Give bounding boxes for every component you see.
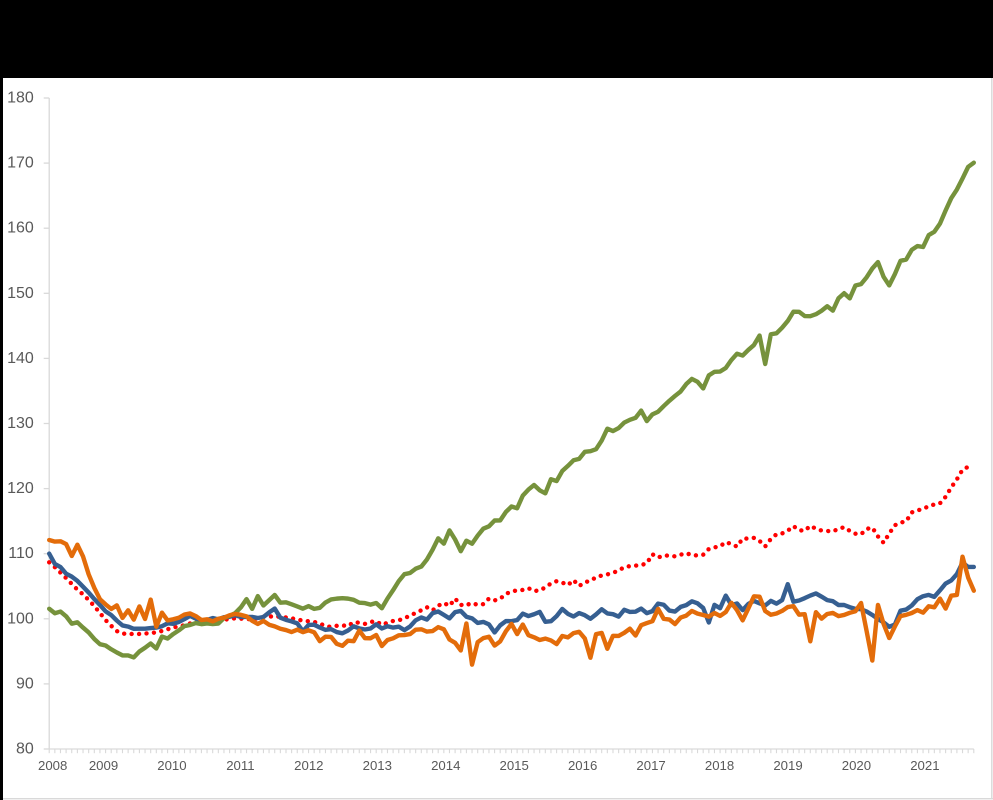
y-tick-label: 90 xyxy=(16,675,34,692)
x-tick-label: 2009 xyxy=(89,758,118,773)
series-lines xyxy=(47,160,976,667)
chart-frame-border xyxy=(3,78,993,800)
series-green-solid xyxy=(47,160,976,660)
y-tick-label: 150 xyxy=(7,285,34,302)
top-black-band xyxy=(0,0,993,78)
x-tick-label: 2014 xyxy=(431,758,460,773)
x-tick-label: 2019 xyxy=(773,758,802,773)
x-tick-label: 2020 xyxy=(842,758,871,773)
x-tick-label: 2017 xyxy=(636,758,665,773)
x-tick-label: 2008 xyxy=(38,758,67,773)
y-tick-label: 120 xyxy=(7,480,34,497)
x-tick-label: 2016 xyxy=(568,758,597,773)
x-tick-label: 2012 xyxy=(294,758,323,773)
x-tick-label: 2015 xyxy=(500,758,529,773)
x-tick-label: 2021 xyxy=(910,758,939,773)
y-tick-label: 110 xyxy=(8,545,34,562)
left-black-strip xyxy=(0,0,3,799)
line-chart: 80 90 100 110 120 130 140 150 160 170 180 2008 2009 2… xyxy=(3,78,993,800)
y-tick-label: 80 xyxy=(16,741,34,758)
series-blue-solid xyxy=(47,551,976,636)
y-tick-label: 170 xyxy=(7,155,34,172)
y-tick-label: 180 xyxy=(7,90,34,107)
y-tick-label: 160 xyxy=(7,220,34,237)
series-orange-solid xyxy=(47,537,976,667)
y-tick-label: 130 xyxy=(7,415,34,432)
axes xyxy=(43,97,975,754)
x-tick-label: 2018 xyxy=(705,758,734,773)
x-tick-label: 2013 xyxy=(363,758,392,773)
series-red-dotted xyxy=(47,464,971,637)
chart-image: 80 90 100 110 120 130 140 150 160 170 180 2008 2009 2… xyxy=(3,78,993,800)
x-tick-label: 2011 xyxy=(226,758,254,773)
y-tick-label: 100 xyxy=(7,610,34,627)
x-tick-label: 2010 xyxy=(157,758,186,773)
axis-labels: 80 90 100 110 120 130 140 150 160 170 180 2008 2009 2… xyxy=(7,90,939,774)
y-tick-label: 140 xyxy=(7,350,34,367)
